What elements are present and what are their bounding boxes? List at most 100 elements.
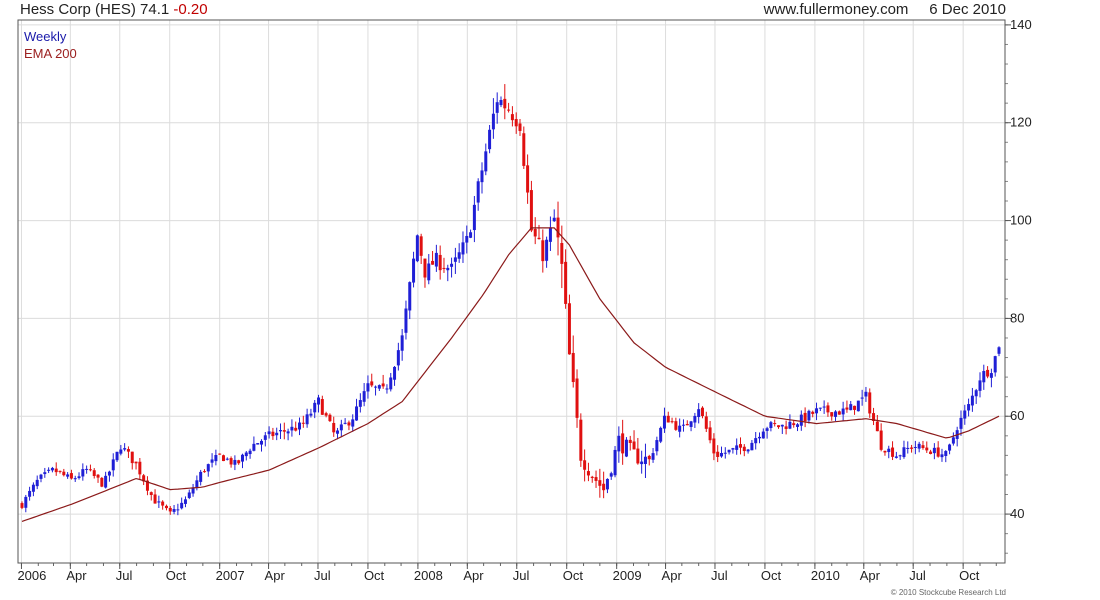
candle-body bbox=[362, 391, 366, 402]
candle-body bbox=[932, 447, 936, 454]
candle-body bbox=[678, 425, 682, 432]
candle-body bbox=[480, 170, 484, 183]
candle-body bbox=[313, 402, 317, 413]
candle-body bbox=[423, 258, 427, 278]
candle-body bbox=[936, 447, 940, 457]
candle-body bbox=[609, 473, 613, 477]
candle-body bbox=[275, 432, 279, 436]
x-tick-label: Apr bbox=[662, 568, 683, 583]
candle-body bbox=[803, 412, 807, 422]
x-tick-label: Oct bbox=[563, 568, 584, 583]
y-tick-label: 140 bbox=[1010, 17, 1032, 32]
candle-body bbox=[488, 129, 492, 150]
candle-body bbox=[982, 371, 986, 383]
candle-body bbox=[681, 424, 685, 426]
candle-body bbox=[655, 440, 659, 452]
candle-body bbox=[522, 133, 526, 166]
candle-body bbox=[476, 181, 480, 203]
candle-body bbox=[948, 444, 952, 451]
candle-body bbox=[472, 204, 476, 231]
candle-body bbox=[20, 503, 24, 508]
candle-body bbox=[518, 123, 522, 131]
candle-body bbox=[434, 252, 438, 267]
candle-body bbox=[347, 422, 351, 426]
candle-body bbox=[590, 476, 594, 478]
candle-body bbox=[777, 425, 781, 428]
candle-body bbox=[602, 483, 606, 491]
candle-body bbox=[115, 451, 119, 461]
candle-body bbox=[685, 424, 689, 426]
candle-body bbox=[564, 261, 568, 304]
candle-body bbox=[567, 303, 571, 355]
candle-body bbox=[548, 227, 552, 242]
candle-body bbox=[96, 474, 100, 478]
candle-body bbox=[195, 480, 199, 489]
candle-body bbox=[199, 471, 203, 482]
candle-body bbox=[85, 468, 89, 470]
candle-body bbox=[773, 423, 777, 425]
x-tick-label: Oct bbox=[959, 568, 980, 583]
candle-body bbox=[841, 408, 845, 415]
candle-body bbox=[731, 448, 735, 450]
candle-body bbox=[442, 267, 446, 269]
candle-body bbox=[339, 424, 343, 431]
candle-body bbox=[457, 252, 461, 259]
candle-body bbox=[161, 501, 165, 506]
price-change: -0.20 bbox=[173, 1, 208, 18]
y-tick-label: 40 bbox=[1010, 506, 1024, 521]
candle-body bbox=[450, 263, 454, 267]
candle-body bbox=[617, 435, 621, 452]
candle-body bbox=[240, 454, 244, 462]
candle-body bbox=[180, 502, 184, 509]
candle-body bbox=[271, 431, 275, 437]
candle-body bbox=[111, 459, 115, 471]
x-tick-label: 2007 bbox=[216, 568, 245, 583]
candle-body bbox=[229, 458, 233, 465]
candle-body bbox=[491, 113, 495, 130]
candle-body bbox=[88, 469, 92, 471]
candle-body bbox=[294, 427, 298, 431]
candle-body bbox=[259, 440, 263, 445]
candle-body bbox=[963, 410, 967, 419]
last-price: 74.1 bbox=[140, 1, 170, 18]
candle-body bbox=[248, 450, 252, 455]
candle-body bbox=[54, 468, 58, 473]
candle-body bbox=[176, 509, 180, 511]
candle-body bbox=[495, 102, 499, 113]
candle-body bbox=[81, 469, 85, 477]
candle-body bbox=[393, 366, 397, 380]
candle-body bbox=[993, 356, 997, 373]
candle-body bbox=[700, 407, 704, 417]
candle-body bbox=[792, 423, 796, 426]
candle-body bbox=[187, 492, 191, 498]
candle-body bbox=[598, 480, 602, 486]
candle-body bbox=[183, 499, 187, 504]
candle-body bbox=[286, 431, 290, 434]
legend-ema-200: EMA 200 bbox=[24, 46, 77, 61]
candle-body bbox=[986, 369, 990, 377]
x-tick-label: 2008 bbox=[414, 568, 443, 583]
y-tick-label: 100 bbox=[1010, 213, 1032, 228]
candle-body bbox=[666, 415, 670, 423]
candle-body bbox=[853, 405, 857, 410]
candle-body bbox=[119, 449, 123, 454]
candle-body bbox=[533, 228, 537, 237]
candle-body bbox=[343, 422, 347, 424]
candle-body bbox=[138, 461, 142, 475]
candle-body bbox=[929, 451, 933, 454]
candle-body bbox=[431, 260, 435, 265]
candle-body bbox=[754, 438, 758, 444]
candle-body bbox=[336, 430, 340, 434]
chart-header: Hess Corp (HES) 74.1 -0.20 www.fullermon… bbox=[0, 0, 1010, 20]
x-tick-label: 2010 bbox=[811, 568, 840, 583]
candle-body bbox=[510, 114, 514, 121]
legend-weekly: Weekly bbox=[24, 29, 67, 44]
candle-body bbox=[872, 413, 876, 421]
candle-body bbox=[997, 347, 1001, 354]
candle-body bbox=[796, 424, 800, 427]
x-tick-label: Apr bbox=[66, 568, 87, 583]
candle-body bbox=[818, 407, 822, 409]
site-url[interactable]: www.fullermoney.com bbox=[763, 1, 909, 18]
candle-body bbox=[39, 474, 43, 479]
